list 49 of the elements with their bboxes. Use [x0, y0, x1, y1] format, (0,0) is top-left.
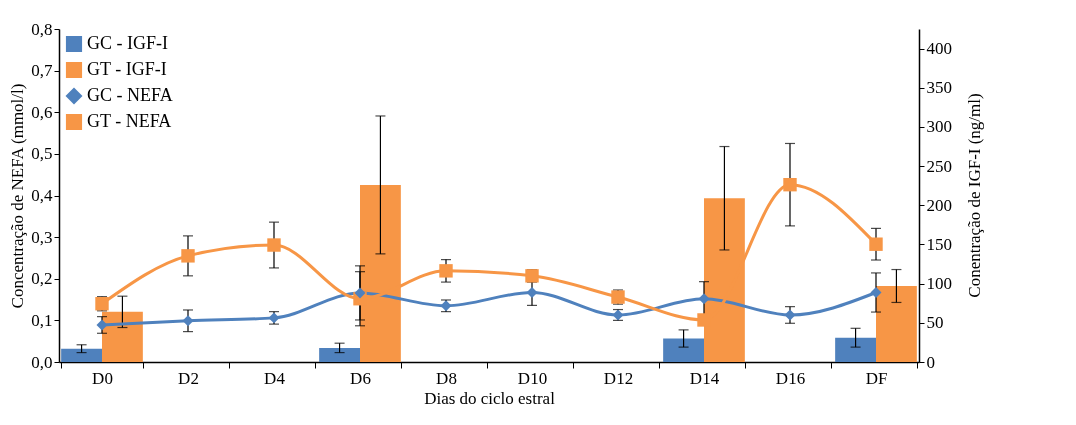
point [181, 249, 195, 263]
point [267, 238, 281, 252]
y2-tick-label: 150 [926, 234, 952, 254]
bar [876, 286, 917, 362]
legend-label: GT - IGF-I [87, 59, 167, 79]
x-tick-label: D6 [350, 368, 371, 388]
point [698, 293, 710, 305]
y-axis-title: Concentração de NEFA (mmol/l) [8, 83, 28, 309]
y2-tick-label: 100 [926, 274, 952, 294]
x-tick-label: D8 [436, 368, 457, 388]
point [439, 264, 453, 278]
y2-tick-label: 200 [926, 195, 952, 215]
y-tick-label: 0,2 [31, 269, 53, 289]
x-tick-label: D4 [264, 368, 286, 388]
legend-label: GT - NEFA [87, 111, 172, 131]
legend-label: GC - NEFA [87, 85, 173, 105]
bar [663, 338, 704, 362]
point [182, 315, 194, 327]
y2-tick-label: 250 [926, 156, 952, 176]
y2-axis-title: Conentração de IGF-I (ng/ml) [964, 93, 984, 298]
y2-tick-label: 350 [926, 78, 952, 98]
point [783, 177, 797, 192]
bar [835, 337, 876, 362]
bar [319, 347, 360, 362]
y-tick-label: 0,3 [31, 227, 53, 247]
point [354, 287, 366, 299]
bar [61, 348, 102, 362]
x-tick-label: D16 [775, 368, 806, 388]
x-tick-label: D2 [178, 368, 199, 388]
x-tick-label: D12 [603, 368, 634, 388]
legend-label: GC - IGF-I [87, 33, 168, 53]
x-tick-label: D10 [517, 368, 548, 388]
y-tick-label: 0,4 [31, 186, 53, 205]
y-tick-label: 0,1 [31, 310, 53, 330]
y2-tick-label: 400 [926, 39, 952, 59]
x-axis-title: Dias do ciclo estral [424, 388, 556, 408]
y-tick-label: 0,0 [31, 352, 53, 372]
y2-tick-label: 0 [926, 352, 935, 372]
y-tick-label: 0,8 [31, 19, 53, 39]
point [697, 313, 711, 327]
y-tick-label: 0,7 [31, 61, 53, 81]
y2-tick-label: 50 [926, 313, 944, 333]
y2-tick-label: 300 [926, 117, 952, 137]
y-tick-label: 0,6 [31, 102, 53, 122]
y-tick-label: 0,5 [31, 144, 53, 164]
point [869, 237, 883, 251]
x-tick-label: DF [865, 368, 888, 388]
x-tick-label: D14 [689, 368, 720, 388]
x-tick-label: D0 [92, 368, 113, 388]
